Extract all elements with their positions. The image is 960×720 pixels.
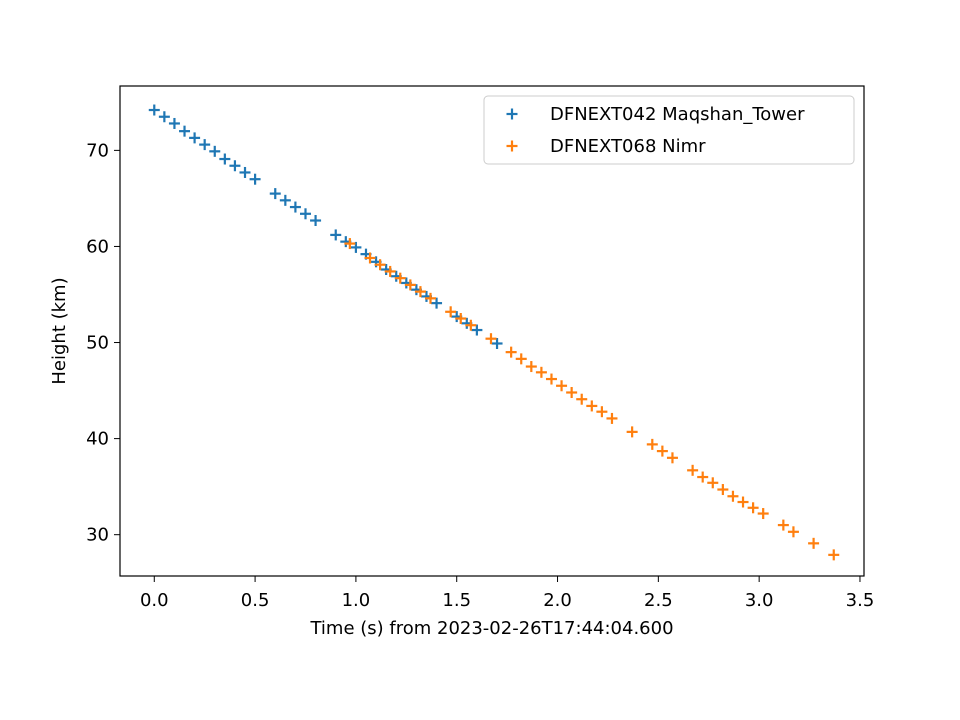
legend-box <box>483 95 855 165</box>
data-point-series-0 <box>289 201 301 213</box>
data-point-series-0 <box>239 166 251 178</box>
data-point-series-1 <box>687 464 699 476</box>
data-point-series-1 <box>596 406 608 418</box>
data-point-series-1 <box>808 537 820 549</box>
data-point-series-0 <box>179 125 191 137</box>
data-point-series-1 <box>566 386 578 398</box>
x-tick-label: 2.5 <box>644 590 673 611</box>
data-point-series-1 <box>707 477 719 489</box>
data-point-series-0 <box>189 132 201 144</box>
x-tick-label: 2.0 <box>543 590 572 611</box>
data-point-series-0 <box>279 194 291 206</box>
y-axis-ticks: 30 40 50 60 70 <box>86 140 120 546</box>
data-point-series-1 <box>414 286 426 298</box>
data-point-series-1 <box>545 373 557 385</box>
x-tick-label: 1.0 <box>342 590 371 611</box>
data-point-series-1 <box>445 306 457 318</box>
data-point-series-1 <box>697 471 709 483</box>
data-point-series-0 <box>269 188 281 200</box>
data-point-series-1 <box>747 502 759 514</box>
data-point-series-1 <box>828 549 840 561</box>
data-point-series-0 <box>199 139 211 151</box>
legend-marker-icon <box>506 140 518 152</box>
data-point-series-1 <box>717 484 729 496</box>
x-tick-label: 0.0 <box>140 590 169 611</box>
data-point-series-1 <box>656 445 668 457</box>
y-tick-label: 70 <box>86 140 109 161</box>
data-point-series-0 <box>229 160 241 172</box>
data-point-series-0 <box>310 215 322 227</box>
data-point-series-1 <box>787 526 799 538</box>
y-tick-label: 60 <box>86 236 109 257</box>
data-point-series-1 <box>556 380 568 392</box>
y-tick-label: 40 <box>86 429 109 450</box>
data-point-series-0 <box>158 111 170 123</box>
data-point-series-1 <box>394 272 406 284</box>
legend-label-nimr: DFNEXT068 Nimr <box>550 136 706 157</box>
data-point-series-1 <box>737 496 749 508</box>
x-tick-label: 0.5 <box>241 590 270 611</box>
plot-marks <box>148 104 840 561</box>
data-point-series-1 <box>606 412 618 424</box>
data-point-series-1 <box>344 238 356 250</box>
data-point-series-1 <box>515 353 527 365</box>
legend: DFNEXT042 Maqshan_Tower DFNEXT068 Nimr <box>483 95 855 165</box>
y-tick-label: 30 <box>86 525 109 546</box>
legend-marker-maqshan-tower <box>506 108 518 120</box>
data-point-series-1 <box>626 426 638 438</box>
data-point-series-1 <box>384 265 396 277</box>
data-point-series-1 <box>777 519 789 531</box>
data-point-series-1 <box>485 333 497 345</box>
legend-marker-nimr <box>506 140 518 152</box>
data-point-series-0 <box>249 173 261 185</box>
data-point-series-1 <box>505 346 517 358</box>
x-tick-label: 1.5 <box>442 590 471 611</box>
data-point-series-0 <box>491 337 503 349</box>
data-point-series-0 <box>168 117 180 129</box>
x-tick-label: 3.5 <box>846 590 875 611</box>
data-point-series-1 <box>465 319 477 331</box>
data-point-series-0 <box>219 153 231 165</box>
data-point-series-1 <box>727 490 739 502</box>
plot-frame <box>119 85 865 577</box>
data-point-series-1 <box>525 361 537 373</box>
data-point-series-1 <box>364 252 376 264</box>
x-tick-label: 3.0 <box>745 590 774 611</box>
legend-marker-icon <box>506 108 518 120</box>
data-point-series-0 <box>209 145 221 157</box>
data-point-series-1 <box>646 438 658 450</box>
data-point-series-1 <box>757 508 769 520</box>
data-point-series-1 <box>586 400 598 412</box>
data-point-series-1 <box>374 259 386 271</box>
y-tick-label: 50 <box>86 333 109 354</box>
data-point-series-1 <box>535 366 547 378</box>
data-point-series-0 <box>471 324 483 336</box>
data-point-series-0 <box>431 297 443 309</box>
data-point-series-1 <box>666 452 678 464</box>
data-point-series-1 <box>576 393 588 405</box>
data-point-series-0 <box>148 104 160 116</box>
data-point-series-1 <box>455 313 467 325</box>
data-point-series-1 <box>425 292 437 304</box>
x-axis-ticks: 0.0 0.5 1.0 1.5 2.0 2.5 3.0 3.5 <box>140 576 874 611</box>
data-point-series-1 <box>404 279 416 291</box>
y-axis-label: Height (km) <box>49 277 70 384</box>
data-point-series-0 <box>330 229 342 241</box>
data-point-series-0 <box>350 241 362 253</box>
x-axis-label: Time (s) from 2023-02-26T17:44:04.600 <box>309 618 673 639</box>
data-point-series-0 <box>299 208 311 220</box>
legend-label-maqshan-tower: DFNEXT042 Maqshan_Tower <box>550 104 805 125</box>
